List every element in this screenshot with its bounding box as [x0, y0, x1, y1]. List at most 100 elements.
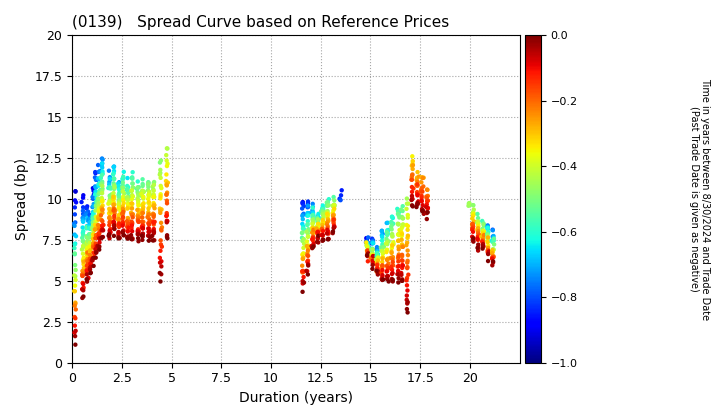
- Point: [407, 160, 418, 167]
- Point: [302, 202, 314, 209]
- Point: [377, 250, 389, 257]
- Point: [392, 255, 404, 262]
- Point: [87, 213, 99, 220]
- Point: [477, 238, 488, 245]
- Point: [464, 200, 475, 207]
- Point: [418, 210, 430, 217]
- Point: [387, 220, 399, 227]
- Point: [104, 195, 116, 202]
- Point: [85, 245, 96, 252]
- Point: [386, 248, 397, 255]
- Point: [108, 163, 120, 170]
- Point: [420, 204, 432, 210]
- Point: [104, 222, 115, 228]
- Point: [408, 185, 419, 192]
- Point: [69, 314, 81, 320]
- Point: [394, 214, 405, 221]
- Point: [311, 225, 323, 232]
- Point: [88, 255, 99, 261]
- Point: [114, 220, 125, 227]
- Point: [361, 235, 372, 242]
- Point: [77, 231, 89, 238]
- Point: [81, 210, 93, 216]
- Point: [312, 220, 324, 227]
- Point: [487, 235, 499, 242]
- Point: [96, 180, 108, 187]
- Point: [156, 206, 167, 213]
- Point: [472, 236, 483, 242]
- Point: [109, 226, 120, 232]
- Point: [69, 333, 81, 339]
- Point: [396, 241, 408, 248]
- Point: [96, 210, 108, 216]
- Point: [122, 197, 133, 204]
- Point: [69, 223, 81, 229]
- Point: [126, 222, 138, 229]
- Point: [117, 197, 129, 203]
- Point: [96, 197, 108, 203]
- Point: [296, 234, 307, 241]
- Point: [88, 249, 99, 256]
- Point: [312, 215, 323, 222]
- Point: [393, 275, 405, 281]
- Point: [323, 236, 334, 242]
- Point: [96, 164, 108, 171]
- Point: [329, 202, 341, 208]
- Point: [382, 239, 393, 245]
- Point: [127, 214, 138, 220]
- Point: [382, 227, 393, 234]
- Point: [127, 235, 138, 242]
- Point: [382, 273, 393, 280]
- Point: [421, 194, 433, 201]
- Point: [161, 181, 172, 188]
- Point: [312, 229, 324, 236]
- Point: [132, 202, 144, 209]
- Point: [122, 216, 134, 223]
- Point: [392, 208, 404, 215]
- Point: [81, 205, 92, 212]
- Point: [386, 276, 397, 282]
- Point: [143, 189, 155, 195]
- Point: [70, 328, 81, 334]
- Point: [396, 257, 408, 264]
- Point: [127, 193, 139, 200]
- Point: [487, 254, 498, 260]
- Point: [112, 215, 124, 222]
- Point: [307, 233, 319, 240]
- Point: [467, 237, 479, 244]
- Point: [422, 186, 433, 193]
- Point: [70, 219, 81, 226]
- Point: [472, 218, 484, 225]
- Point: [93, 203, 104, 210]
- Point: [298, 236, 310, 242]
- Point: [90, 184, 102, 190]
- Point: [87, 195, 99, 202]
- Point: [367, 257, 379, 264]
- Point: [392, 258, 404, 265]
- Point: [301, 243, 312, 249]
- Point: [382, 227, 394, 234]
- Point: [321, 199, 333, 206]
- Point: [467, 210, 478, 217]
- Point: [148, 211, 159, 218]
- Point: [397, 277, 408, 284]
- Point: [402, 271, 414, 278]
- Point: [113, 229, 125, 236]
- Point: [126, 211, 138, 218]
- Point: [123, 224, 135, 231]
- Point: [393, 237, 405, 244]
- Point: [121, 186, 132, 192]
- Point: [132, 217, 144, 224]
- Point: [385, 218, 397, 225]
- Point: [126, 236, 138, 242]
- Point: [318, 236, 329, 243]
- Point: [392, 231, 404, 238]
- Point: [89, 183, 101, 190]
- Point: [144, 233, 156, 239]
- Point: [367, 237, 379, 244]
- Point: [307, 245, 318, 252]
- Point: [112, 222, 124, 229]
- Point: [78, 215, 89, 222]
- Point: [148, 213, 159, 220]
- Point: [393, 232, 405, 239]
